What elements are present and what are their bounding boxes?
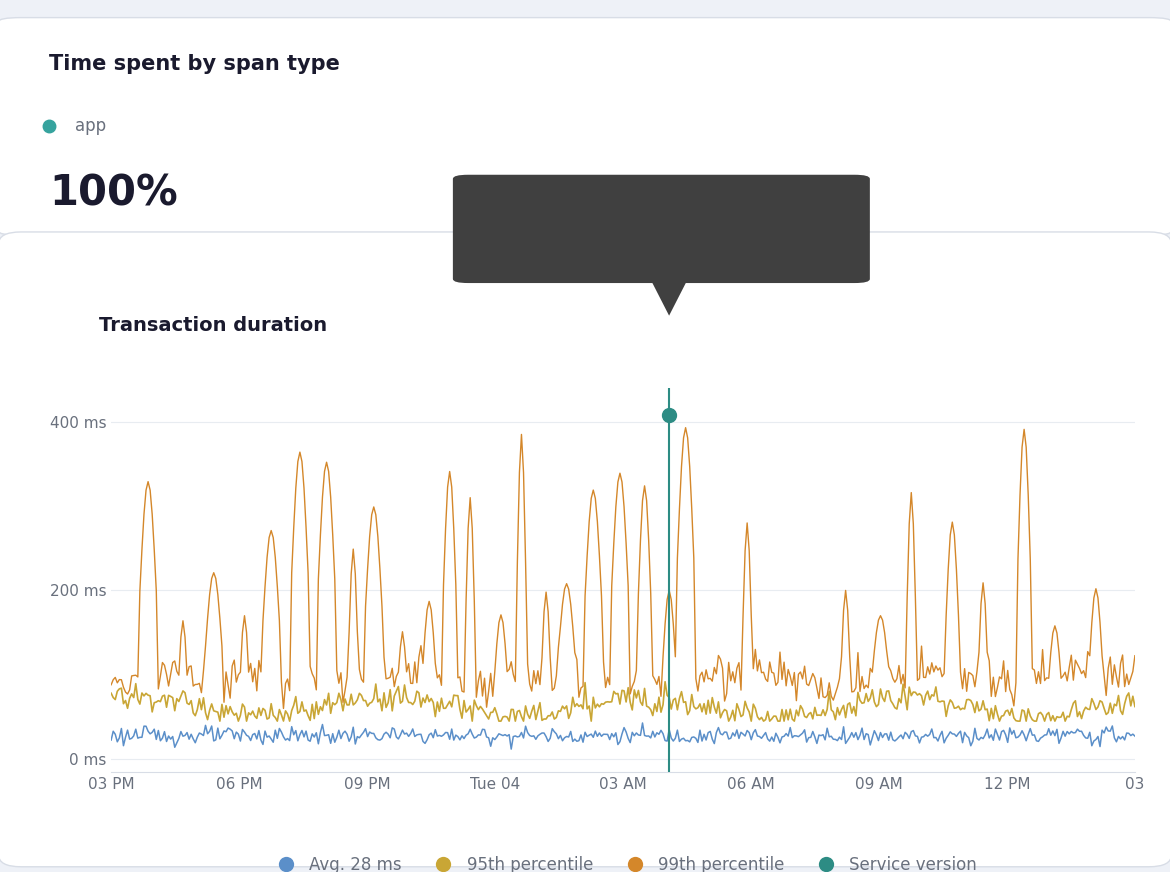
FancyBboxPatch shape xyxy=(453,174,869,283)
Text: 2.0.0: 2.0.0 xyxy=(782,246,831,264)
Text: app: app xyxy=(75,118,106,135)
Text: Version: Version xyxy=(491,246,574,264)
Text: Time spent by span type: Time spent by span type xyxy=(49,54,340,73)
FancyBboxPatch shape xyxy=(0,17,1170,235)
Text: Transaction duration: Transaction duration xyxy=(99,317,328,336)
Text: 100%: 100% xyxy=(49,173,178,215)
FancyBboxPatch shape xyxy=(0,232,1170,867)
Text: Feb 4, 2020, 04:49:59 (UTC-8): Feb 4, 2020, 04:49:59 (UTC-8) xyxy=(491,194,796,212)
Legend: Avg. ​28 ms, 95th percentile, 99th percentile, Service version: Avg. ​28 ms, 95th percentile, 99th perce… xyxy=(262,849,984,872)
